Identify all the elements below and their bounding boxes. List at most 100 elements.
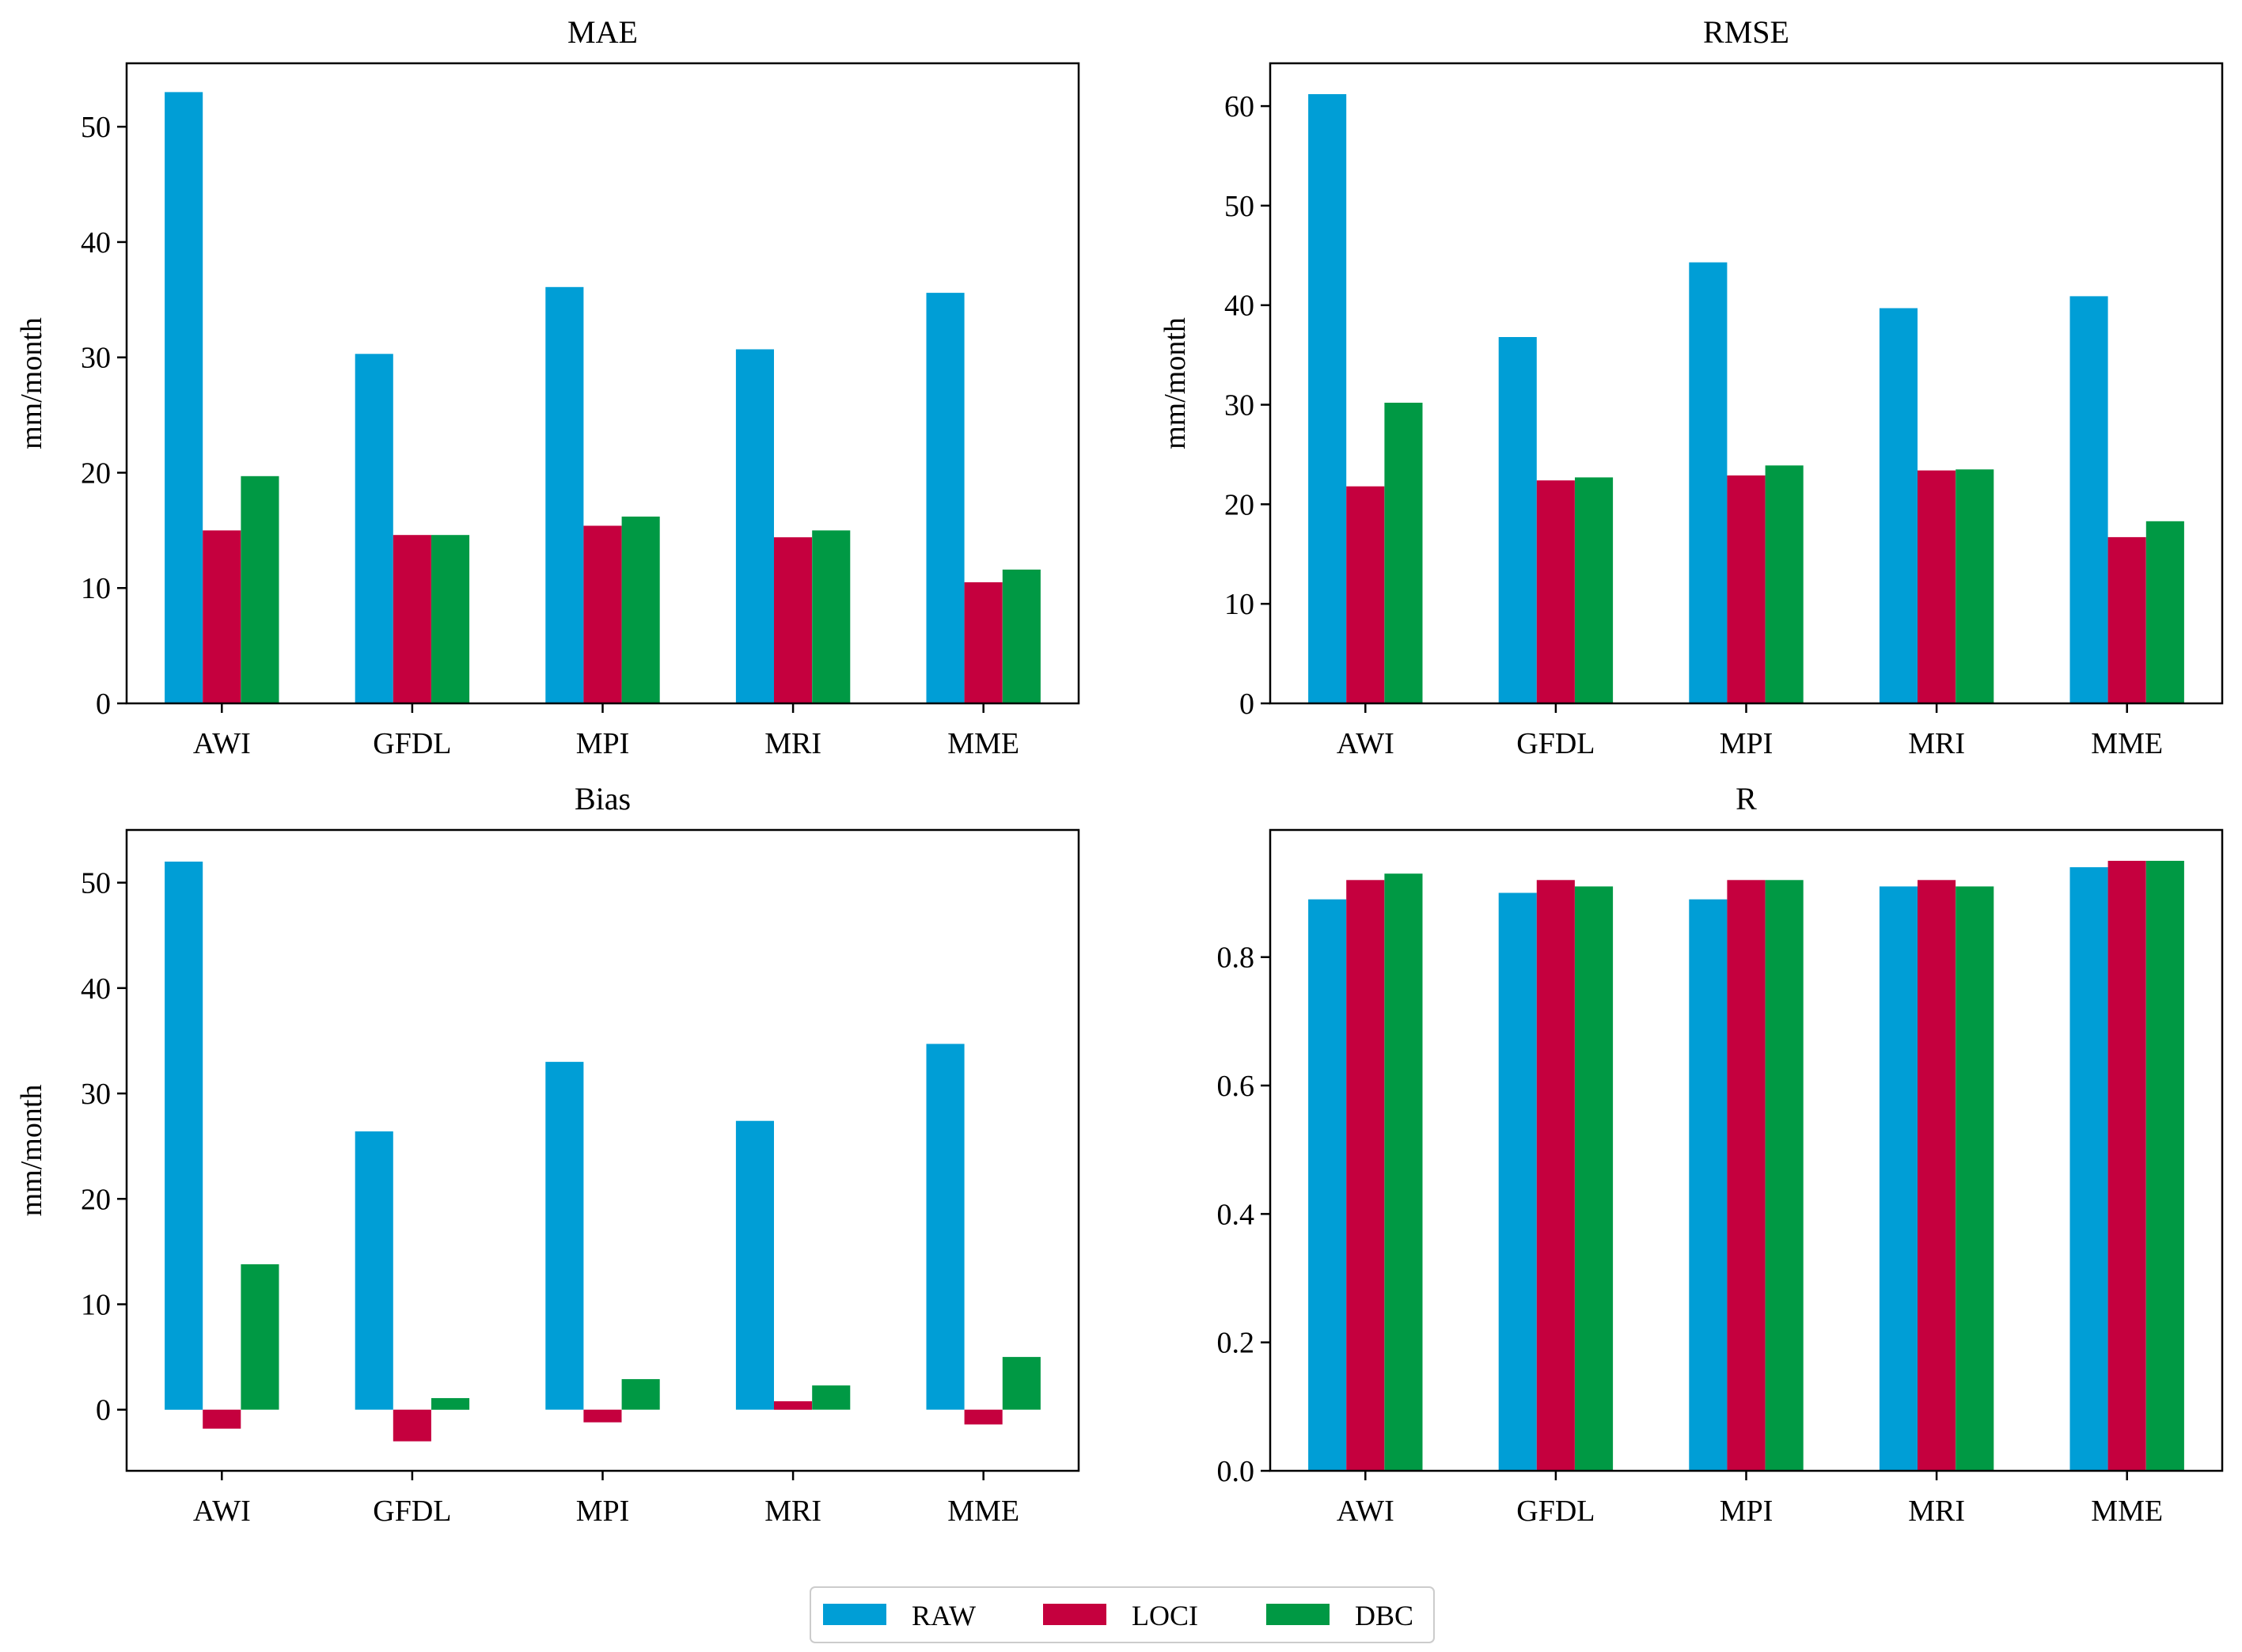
x-tick-label-gfdl: GFDL	[1516, 1495, 1595, 1528]
bar-dbc-mri	[1956, 469, 1994, 703]
bar-raw-mpi	[1689, 262, 1728, 704]
y-tick-label: 0	[96, 1394, 111, 1427]
y-tick-label: 10	[1224, 588, 1254, 621]
bar-raw-mri	[735, 1120, 774, 1410]
bar-loci-mme	[2107, 861, 2146, 1471]
bar-loci-mri	[774, 537, 813, 703]
x-tick-label-mme: MME	[947, 1495, 1019, 1528]
x-tick-label-mpi: MPI	[1720, 727, 1773, 760]
y-tick-label: 50	[81, 111, 111, 144]
x-tick-label-mpi: MPI	[576, 1495, 630, 1528]
bar-dbc-awi	[241, 1264, 279, 1410]
bar-loci-mri	[1918, 470, 1956, 703]
bar-dbc-awi	[241, 476, 279, 703]
bar-loci-mme	[964, 582, 1003, 703]
bar-dbc-mme	[2145, 521, 2184, 703]
y-tick-label: 50	[1224, 190, 1254, 223]
bar-dbc-mri	[812, 1385, 851, 1410]
chart-panel-rmse: 0 10 20 30 40 50 60 AWI GFDL MPI MRI MME RMSE mm/mont…	[1159, 14, 2224, 760]
y-tick-label: 30	[1224, 389, 1254, 422]
bar-raw-awi	[165, 92, 203, 703]
bar-loci-mpi	[1727, 475, 1766, 703]
bar-loci-gfdl	[393, 535, 431, 703]
chart-panel-r: 0.0 0.2 0.4 0.6 0.8 AWI GFDL MPI MRI MME R	[1217, 781, 2224, 1528]
bar-dbc-awi	[1384, 403, 1423, 703]
bar-raw-awi	[1308, 899, 1347, 1471]
x-tick-label-mri: MRI	[764, 1495, 821, 1528]
y-tick-label: 0.0	[1217, 1455, 1255, 1488]
bar-raw-mpi	[545, 1062, 584, 1410]
y-tick-label: 0	[96, 688, 111, 721]
bar-dbc-gfdl	[431, 1398, 470, 1410]
x-tick-label-awi: AWI	[193, 727, 251, 760]
chart-title: MAE	[567, 14, 638, 50]
legend-label-dbc: DBC	[1355, 1600, 1413, 1631]
y-tick-label: 50	[81, 867, 111, 900]
bar-loci-mpi	[1727, 880, 1766, 1471]
y-tick-label: 30	[81, 342, 111, 375]
y-tick-label: 0.8	[1217, 942, 1255, 975]
y-axis-label: mm/month	[1159, 317, 1192, 449]
x-tick-label-mme: MME	[2091, 727, 2163, 760]
x-tick-label-mme: MME	[947, 727, 1019, 760]
bar-raw-awi	[1308, 94, 1347, 703]
bar-dbc-mme	[1002, 1357, 1041, 1410]
bar-loci-awi	[1346, 880, 1385, 1471]
y-tick-label: 0.6	[1217, 1070, 1255, 1103]
bar-raw-mme	[2069, 296, 2108, 703]
y-tick-label: 40	[81, 226, 111, 260]
y-tick-label: 10	[81, 1289, 111, 1322]
bar-dbc-mri	[812, 530, 851, 703]
chart-panel-bias: 0 10 20 30 40 50 AWI GFDL MPI MRI MME Bias mm/month	[15, 781, 1080, 1528]
x-tick-label-awi: AWI	[1337, 727, 1394, 760]
bar-loci-mpi	[583, 1409, 622, 1423]
y-tick-label: 40	[1224, 290, 1254, 323]
x-tick-label-mri: MRI	[1908, 727, 1965, 760]
legend-swatch-loci	[1043, 1604, 1106, 1625]
y-tick-label: 10	[81, 572, 111, 605]
x-tick-label-gfdl: GFDL	[373, 727, 451, 760]
chart-title: RMSE	[1703, 14, 1789, 50]
y-tick-label: 30	[81, 1078, 111, 1111]
chart-panel-mae: 0 10 20 30 40 50 AWI GFDL MPI MRI MME MAE mm/month	[15, 14, 1080, 760]
bar-dbc-gfdl	[431, 535, 470, 703]
bar-raw-gfdl	[355, 1131, 393, 1410]
bar-loci-mri	[1918, 880, 1956, 1471]
y-tick-label: 40	[81, 972, 111, 1006]
bar-raw-mme	[2069, 867, 2108, 1471]
bar-dbc-mpi	[1765, 880, 1804, 1471]
chart-title: R	[1736, 781, 1757, 817]
x-tick-label-gfdl: GFDL	[1516, 727, 1595, 760]
bar-raw-gfdl	[1498, 892, 1537, 1471]
bar-raw-mpi	[545, 286, 584, 703]
bar-loci-gfdl	[393, 1409, 431, 1442]
bar-dbc-gfdl	[1575, 477, 1614, 703]
bar-loci-awi	[1346, 486, 1385, 703]
bar-raw-mme	[926, 293, 965, 704]
bar-loci-mme	[964, 1409, 1003, 1425]
y-tick-label: 0	[1239, 688, 1254, 721]
x-tick-label-awi: AWI	[193, 1495, 251, 1528]
bar-loci-mri	[774, 1401, 813, 1410]
legend-swatch-dbc	[1266, 1604, 1330, 1625]
bar-dbc-mri	[1956, 886, 1994, 1471]
bar-raw-mpi	[1689, 899, 1728, 1471]
legend-label-loci: LOCI	[1132, 1600, 1198, 1631]
x-tick-label-mri: MRI	[764, 727, 821, 760]
bar-dbc-awi	[1384, 873, 1423, 1471]
bar-raw-awi	[165, 862, 203, 1410]
legend-box	[810, 1586, 1435, 1643]
bar-dbc-mme	[1002, 569, 1041, 703]
y-tick-label: 20	[1224, 488, 1254, 521]
bar-dbc-mpi	[621, 1379, 660, 1410]
bar-raw-gfdl	[1498, 337, 1537, 703]
y-tick-label: 0.4	[1217, 1198, 1255, 1231]
y-axis-label: mm/month	[15, 317, 48, 449]
bar-loci-gfdl	[1536, 480, 1575, 703]
bar-loci-mpi	[583, 525, 622, 703]
x-tick-label-mri: MRI	[1908, 1495, 1965, 1528]
x-tick-label-mpi: MPI	[1720, 1495, 1773, 1528]
y-tick-label: 0.2	[1217, 1327, 1255, 1360]
bar-raw-mri	[1879, 308, 1918, 703]
